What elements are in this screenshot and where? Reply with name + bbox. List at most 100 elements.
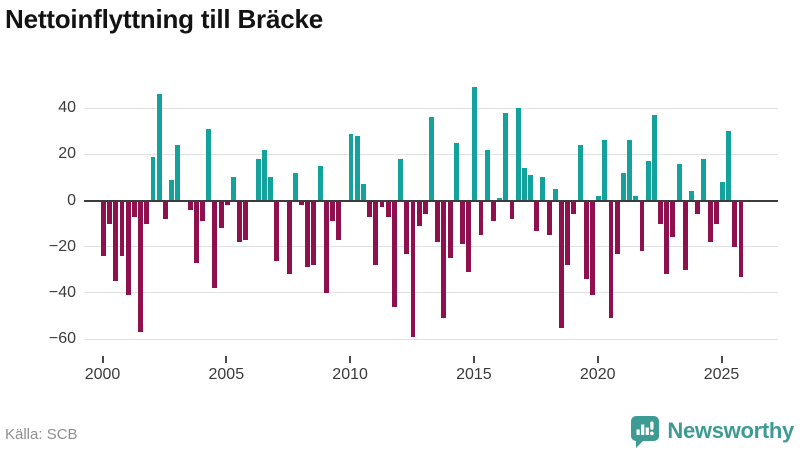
x-axis-tick [472, 356, 475, 363]
bar-2007-q3 [286, 200, 292, 275]
bar-2022-q4 [664, 200, 670, 275]
bar-2001-q3 [138, 200, 144, 333]
brand-logo: Newsworthy [630, 414, 794, 448]
bar-2005-q1 [224, 200, 230, 206]
bar-2023-q4 [689, 191, 694, 201]
bar-2000-q3 [113, 200, 119, 282]
bar-2005-q4 [243, 200, 249, 240]
bar-2021-q2 [627, 140, 633, 201]
bar-2011-q1 [373, 200, 379, 266]
gridline [84, 292, 778, 294]
bar-2007-q4 [292, 172, 298, 201]
bar-2001-q1 [125, 200, 131, 296]
bar-2018-q1 [546, 200, 552, 236]
bar-2020-q3 [608, 200, 614, 319]
bar-2001-q2 [131, 200, 137, 217]
bar-2024-q1 [695, 200, 701, 215]
bar-2003-q3 [187, 200, 193, 210]
x-axis-tick-label: 2020 [579, 366, 616, 383]
y-axis-tick-label: −60 [48, 330, 76, 348]
bar-2006-q4 [268, 177, 274, 201]
bar-2007-q1 [274, 200, 280, 261]
bar-2002-q4 [169, 179, 174, 201]
bar-2016-q2 [503, 112, 509, 201]
y-axis-tick-label: −20 [48, 237, 76, 255]
bar-2024-q2 [701, 158, 707, 201]
bar-2015-q2 [478, 200, 484, 236]
x-axis-tick-label: 2000 [84, 366, 121, 383]
bar-2003-q1 [175, 145, 181, 201]
bar-2000-q1 [101, 200, 106, 256]
bar-2013-q2 [429, 117, 434, 201]
x-axis-tick-label: 2025 [703, 366, 740, 383]
bar-2012-q1 [398, 158, 403, 201]
bar-2017-q3 [534, 200, 540, 231]
chart-title: Nettoinflyttning till Bräcke [5, 4, 323, 34]
bar-2024-q3 [707, 200, 713, 243]
bar-2016-q3 [509, 200, 515, 219]
bar-2011-q2 [379, 200, 385, 208]
bar-2025-q2 [726, 131, 732, 201]
bar-2014-q2 [453, 142, 459, 201]
bar-2009-q3 [336, 200, 342, 240]
bar-2013-q1 [422, 200, 428, 215]
bar-2023-q3 [682, 200, 688, 270]
bar-2022-q3 [658, 200, 663, 224]
source-note: Källa: SCB [5, 426, 78, 443]
bar-2012-q3 [410, 200, 416, 337]
bar-2019-q1 [571, 200, 577, 215]
bar-2017-q1 [521, 168, 527, 201]
bar-2010-q3 [360, 184, 366, 201]
bar-2004-q2 [206, 128, 212, 201]
bar-2003-q4 [193, 200, 199, 263]
bar-2008-q1 [299, 200, 304, 206]
bar-2024-q4 [713, 200, 719, 224]
y-axis-tick-label: −40 [48, 283, 76, 301]
bar-2023-q1 [670, 200, 676, 238]
bar-2010-q4 [367, 200, 373, 217]
bar-2008-q3 [311, 200, 317, 266]
x-axis-tick [596, 356, 599, 363]
bar-2019-q3 [583, 200, 589, 280]
x-axis-tick [101, 356, 104, 363]
bar-2013-q4 [441, 200, 447, 319]
bar-2021-q4 [639, 200, 645, 252]
y-axis-tick-label: 40 [58, 99, 76, 117]
bar-2008-q4 [317, 165, 323, 201]
bar-2009-q1 [323, 200, 329, 293]
bar-2014-q1 [447, 200, 453, 259]
bar-2023-q2 [676, 163, 682, 201]
bar-2010-q2 [354, 135, 360, 201]
bar-2002-q1 [150, 156, 156, 201]
bar-2014-q4 [466, 200, 472, 273]
newsworthy-icon [630, 415, 660, 448]
bar-2019-q2 [577, 145, 583, 201]
bar-2004-q3 [212, 200, 218, 289]
bar-2012-q4 [416, 200, 422, 226]
bar-2020-q4 [614, 200, 620, 254]
bar-2015-q1 [472, 87, 478, 201]
bar-2025-q1 [720, 182, 725, 201]
bar-2006-q3 [261, 149, 267, 201]
bar-2020-q2 [602, 140, 608, 201]
bar-2025-q4 [738, 200, 744, 277]
y-axis-tick-label: 20 [58, 145, 76, 163]
bar-2021-q1 [620, 172, 626, 201]
bar-2019-q4 [590, 200, 595, 296]
x-axis-tick-label: 2005 [208, 366, 245, 383]
bar-2005-q2 [230, 177, 236, 201]
bar-2011-q4 [391, 200, 397, 307]
bar-2018-q4 [565, 200, 571, 266]
bar-2008-q2 [305, 200, 311, 268]
bar-2014-q3 [460, 200, 465, 245]
bar-2022-q1 [645, 161, 651, 201]
bar-2025-q3 [732, 200, 738, 247]
bar-2018-q2 [552, 188, 558, 201]
bar-2017-q2 [528, 175, 533, 201]
bar-2017-q4 [540, 177, 546, 201]
bar-2021-q3 [633, 195, 639, 201]
x-axis-tick [349, 356, 352, 363]
bar-2022-q2 [651, 115, 657, 201]
